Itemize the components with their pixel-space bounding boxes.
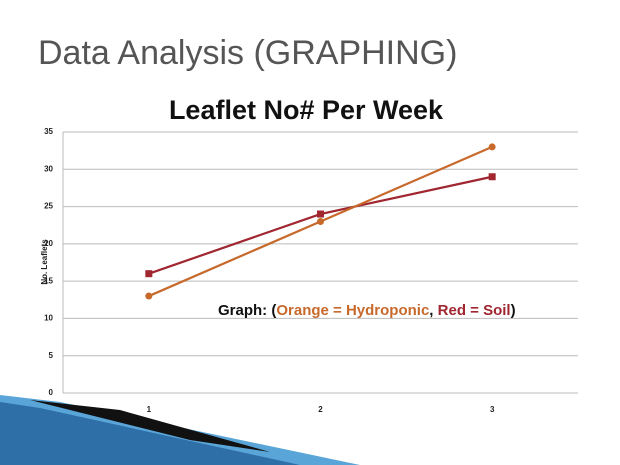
y-tick-label: 20 bbox=[44, 239, 53, 248]
y-tick-label: 10 bbox=[44, 314, 53, 323]
y-axis-label: No. Leaflets bbox=[40, 239, 49, 285]
marker bbox=[488, 173, 496, 181]
annotation-part: Red = Soil bbox=[438, 302, 511, 319]
annotation: Graph: (Orange = Hydroponic, Red = Soil) bbox=[218, 302, 516, 319]
marker bbox=[488, 143, 496, 151]
x-tick-label: 2 bbox=[318, 405, 323, 414]
line bbox=[148, 175, 493, 275]
decor-swoosh bbox=[30, 400, 270, 452]
x-tick-label: 1 bbox=[147, 405, 152, 414]
slide-title: Data Analysis (GRAPHING) bbox=[38, 34, 457, 72]
annotation-part: Orange = Hydroponic bbox=[276, 302, 429, 319]
annotation-part: , bbox=[429, 302, 437, 319]
annotation-part: ) bbox=[511, 302, 516, 319]
marker bbox=[317, 210, 324, 218]
marker bbox=[145, 270, 153, 278]
plot: 0 5 10 15 20 25 30 35 1 2 3 bbox=[44, 127, 578, 414]
x-tick-label: 3 bbox=[490, 405, 495, 414]
y-tick-label: 30 bbox=[44, 164, 53, 173]
y-tick-label: 5 bbox=[49, 351, 54, 360]
y-tick-label: 35 bbox=[44, 127, 53, 136]
marker bbox=[317, 217, 324, 225]
annotation-part: Graph: ( bbox=[218, 302, 276, 319]
y-tick-label: 0 bbox=[49, 388, 54, 397]
chart-title: Leaflet No# Per Week bbox=[169, 95, 444, 125]
marker bbox=[145, 292, 153, 300]
decor-swoosh bbox=[0, 402, 300, 465]
y-tick-label: 25 bbox=[44, 202, 53, 211]
y-tick-label: 15 bbox=[44, 276, 53, 285]
